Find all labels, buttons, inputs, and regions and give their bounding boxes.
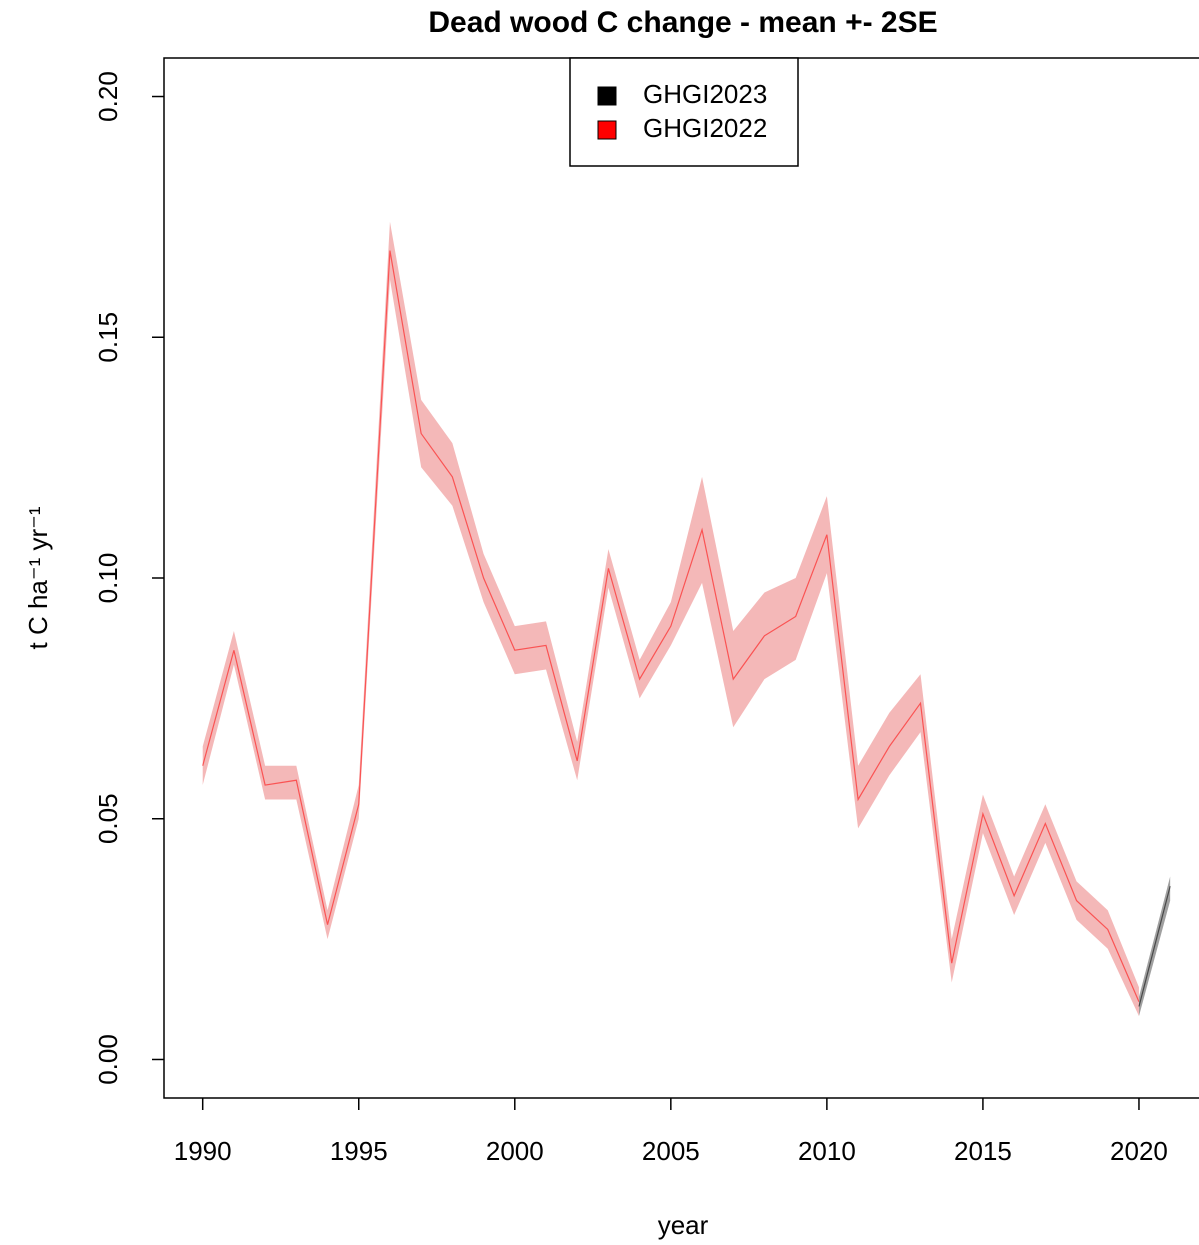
y-axis-label: t C ha⁻¹ yr⁻¹ <box>23 506 53 649</box>
y-tick-label: 0.10 <box>93 553 123 604</box>
y-tick-label: 0.20 <box>93 71 123 122</box>
mean-line <box>1138 885 1171 1007</box>
y-tick-label: 0.15 <box>93 312 123 363</box>
x-tick-label: 2000 <box>486 1136 544 1166</box>
plot-area <box>202 221 1171 1017</box>
y-tick-label: 0.00 <box>93 1034 123 1085</box>
x-tick-label: 2010 <box>798 1136 856 1166</box>
chart-title: Dead wood C change - mean +- 2SE <box>428 6 937 39</box>
y-tick-label: 0.05 <box>93 793 123 844</box>
legend-label: GHGI2023 <box>643 79 767 109</box>
legend-swatch <box>597 120 617 140</box>
x-axis-label: year <box>658 1210 709 1240</box>
x-tick-label: 2020 <box>1110 1136 1168 1166</box>
x-tick-label: 1990 <box>174 1136 232 1166</box>
error-band <box>202 221 1139 1017</box>
legend-label: GHGI2022 <box>643 113 767 143</box>
legend-box <box>569 57 799 167</box>
x-tick-label: 2005 <box>642 1136 700 1166</box>
legend-swatch <box>597 86 617 106</box>
x-tick-label: 1995 <box>330 1136 388 1166</box>
x-tick-label: 2015 <box>954 1136 1012 1166</box>
mean-line <box>202 250 1140 1002</box>
